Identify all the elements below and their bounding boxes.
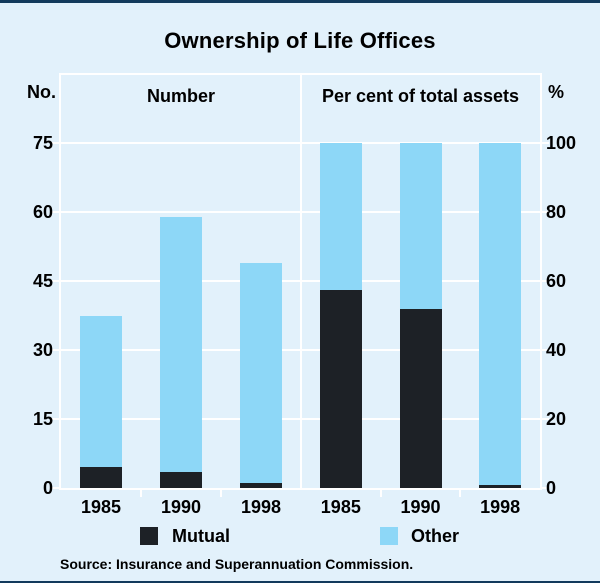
y-axis-tick-label: 80	[546, 202, 567, 222]
x-axis-tick-label: 1985	[320, 497, 361, 517]
panel-title-number: Number	[146, 86, 215, 106]
bar-segment-mutual	[80, 467, 122, 488]
bar-segment-mutual	[240, 483, 282, 488]
y-axis-tick-label: 0	[42, 478, 53, 498]
plot-area	[59, 73, 542, 490]
left-axis-unit: No.	[27, 82, 56, 102]
y-axis-tick-label: 40	[546, 340, 567, 360]
x-axis-tick-label: 1985	[80, 497, 122, 517]
source-note: Source: Insurance and Superannuation Com…	[60, 556, 414, 572]
bar-segment-mutual	[160, 471, 202, 488]
y-axis-tick-label: 60	[32, 202, 53, 222]
axis-tick	[52, 280, 59, 282]
axis-tick	[52, 142, 59, 144]
axis-tick	[52, 418, 59, 420]
axis-tick	[220, 490, 222, 497]
y-axis-tick-label: 15	[32, 409, 53, 429]
y-axis-tick-label: 20	[546, 409, 567, 429]
x-axis-tick-label: 1998	[480, 497, 521, 517]
legend-label-other: Other	[411, 526, 460, 546]
axis-tick	[52, 487, 59, 489]
axis-tick	[542, 418, 549, 420]
axis-tick	[542, 142, 549, 144]
axis-tick	[52, 349, 59, 351]
y-axis-tick-label: 30	[32, 340, 53, 360]
y-axis-tick-label: 45	[32, 271, 53, 291]
axis-tick	[542, 349, 549, 351]
axis-tick	[459, 490, 462, 497]
axis-tick	[52, 211, 59, 213]
axis-tick	[379, 490, 382, 497]
legend: Mutual Other	[0, 525, 600, 547]
bar-segment-other	[80, 315, 122, 488]
legend-swatch-mutual	[140, 527, 158, 545]
right-axis-unit: %	[548, 82, 565, 102]
bar-segment-other	[479, 143, 522, 488]
y-axis-tick-label: 60	[546, 271, 567, 291]
y-axis-tick-label: 75	[32, 133, 53, 153]
bar-segment-mutual	[399, 308, 442, 488]
axis-tick	[140, 490, 142, 497]
axis-tick	[542, 211, 549, 213]
chart-title: Ownership of Life Offices	[164, 28, 436, 53]
bottom-rule	[0, 581, 600, 583]
panel-divider	[300, 75, 302, 488]
y-axis-tick-label: 100	[546, 133, 577, 153]
axis-tick	[542, 487, 549, 489]
y-axis-tick-label: 0	[546, 478, 557, 498]
legend-swatch-other	[380, 527, 398, 545]
x-axis-tick-label: 1990	[400, 497, 441, 517]
x-axis-tick-label: 1998	[240, 497, 282, 517]
bar-segment-mutual	[479, 484, 522, 488]
top-rule	[0, 0, 600, 3]
axis-tick	[542, 280, 549, 282]
x-axis-tick-label: 1990	[160, 497, 202, 517]
legend-label-mutual: Mutual	[172, 526, 230, 546]
panel-title-percent: Per cent of total assets	[321, 86, 520, 106]
bar-segment-mutual	[319, 289, 362, 488]
bar-segment-other	[160, 216, 202, 488]
bar-segment-other	[240, 262, 282, 488]
